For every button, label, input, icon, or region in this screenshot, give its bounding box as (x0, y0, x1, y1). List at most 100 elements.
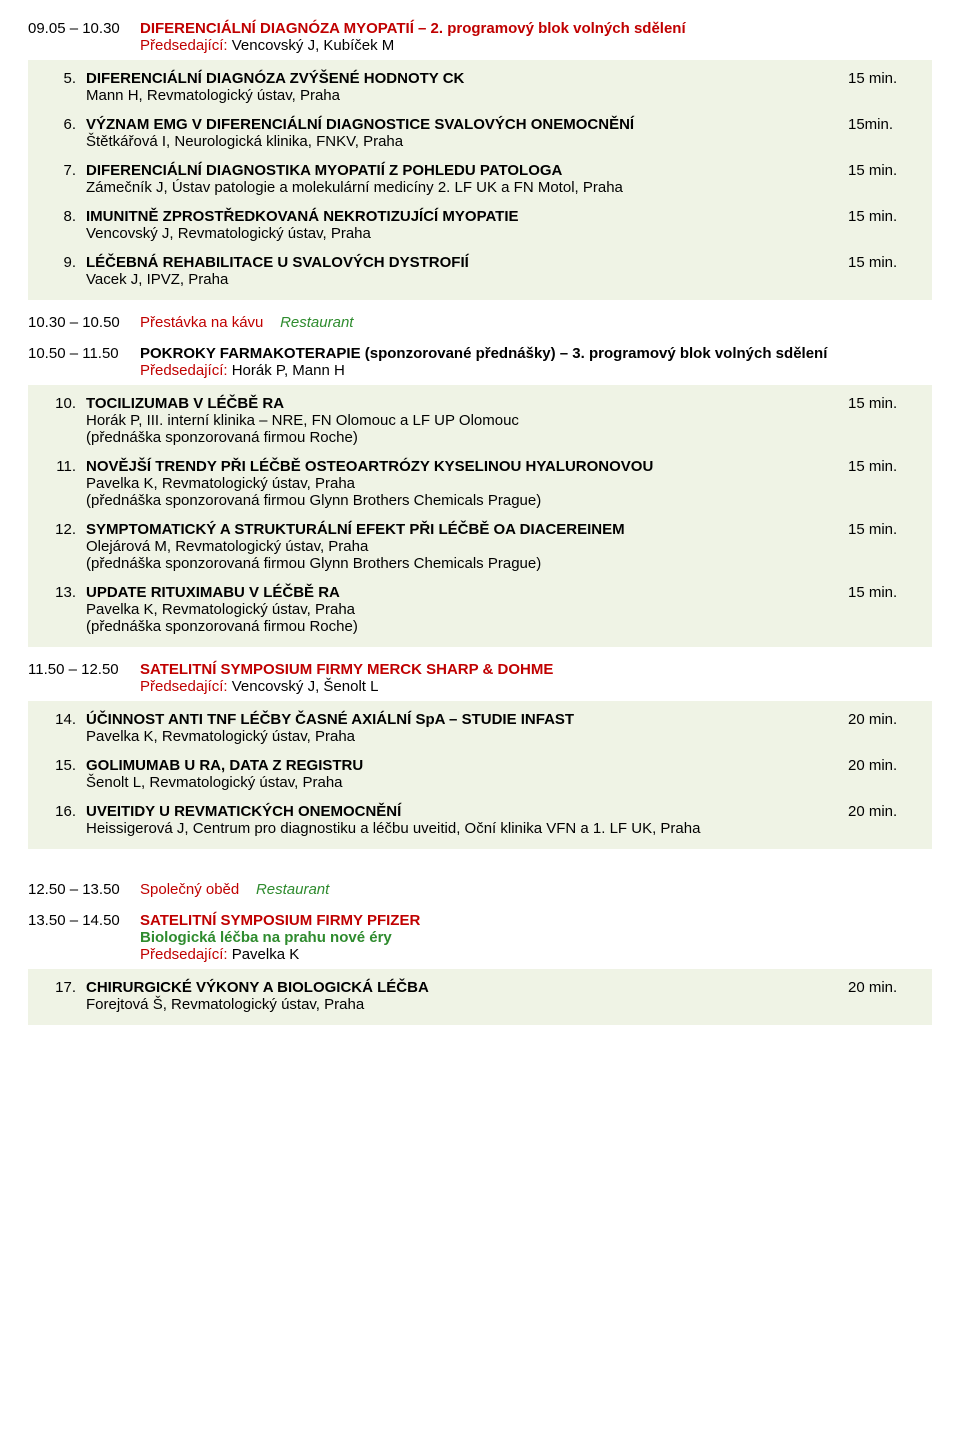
item-duration: 15 min. (848, 254, 918, 288)
program-item: 8.IMUNITNĚ ZPROSTŘEDKOVANÁ NEKROTIZUJÍCÍ… (42, 208, 918, 242)
program-item: 11.NOVĚJŠÍ TRENDY PŘI LÉČBĚ OSTEOARTRÓZY… (42, 458, 918, 509)
program-item: 17.CHIRURGICKÉ VÝKONY A BIOLOGICKÁ LÉČBA… (42, 979, 918, 1013)
item-title: CHIRURGICKÉ VÝKONY A BIOLOGICKÁ LÉČBA (86, 979, 848, 996)
session-3-chair: Předsedající: Vencovský J, Šenolt L (140, 678, 932, 695)
chair-label: Předsedající: (140, 946, 228, 963)
session-3-title-wrap: SATELITNÍ SYMPOSIUM FIRMY MERCK SHARP & … (140, 661, 932, 695)
item-number: 10. (42, 395, 86, 446)
item-authors: Vencovský J, Revmatologický ústav, Praha (86, 225, 848, 242)
chair-names: Pavelka K (228, 946, 300, 963)
item-duration: 20 min. (848, 711, 918, 745)
item-duration: 15 min. (848, 208, 918, 242)
item-duration: 15 min. (848, 162, 918, 196)
session-4-title: SATELITNÍ SYMPOSIUM FIRMY PFIZER (140, 912, 420, 929)
item-duration: 15 min. (848, 584, 918, 635)
item-number: 14. (42, 711, 86, 745)
program-item: 10.TOCILIZUMAB V LÉČBĚ RAHorák P, III. i… (42, 395, 918, 446)
item-number: 11. (42, 458, 86, 509)
item-authors: Vacek J, IPVZ, Praha (86, 271, 848, 288)
session-1-block: 5.DIFERENCIÁLNÍ DIAGNÓZA ZVÝŠENÉ HODNOTY… (28, 60, 932, 300)
item-duration: 15 min. (848, 521, 918, 572)
item-number: 8. (42, 208, 86, 242)
break-2-text: Společný oběd (140, 881, 239, 898)
item-authors: Mann H, Revmatologický ústav, Praha (86, 87, 848, 104)
break-2-time: 12.50 – 13.50 (28, 881, 140, 898)
item-duration: 20 min. (848, 803, 918, 837)
program-item: 9.LÉČEBNÁ REHABILITACE U SVALOVÝCH DYSTR… (42, 254, 918, 288)
session-2-header: 10.50 – 11.50 POKROKY FARMAKOTERAPIE (sp… (28, 345, 932, 379)
program-item: 16.UVEITIDY U REVMATICKÝCH ONEMOCNĚNÍHei… (42, 803, 918, 837)
item-title: TOCILIZUMAB V LÉČBĚ RA (86, 395, 848, 412)
item-number: 13. (42, 584, 86, 635)
session-4-header: 13.50 – 14.50 SATELITNÍ SYMPOSIUM FIRMY … (28, 912, 932, 963)
item-duration: 20 min. (848, 757, 918, 791)
item-body: DIFERENCIÁLNÍ DIAGNOSTIKA MYOPATIÍ Z POH… (86, 162, 848, 196)
item-title: UPDATE RITUXIMABU V LÉČBĚ RA (86, 584, 848, 601)
session-4-subtitle: Biologická léčba na prahu nové éry (140, 929, 392, 946)
item-title: SYMPTOMATICKÝ A STRUKTURÁLNÍ EFEKT PŘI L… (86, 521, 848, 538)
chair-names: Vencovský J, Kubíček M (228, 37, 395, 54)
item-duration: 15min. (848, 116, 918, 150)
item-number: 5. (42, 70, 86, 104)
break-2: 12.50 – 13.50 Společný oběd Restaurant (28, 881, 932, 898)
session-2-title: POKROKY FARMAKOTERAPIE (sponzorované pře… (140, 345, 827, 362)
session-2-chair: Předsedající: Horák P, Mann H (140, 362, 932, 379)
session-4-chair: Předsedající: Pavelka K (140, 946, 932, 963)
program-item: 14.ÚČINNOST ANTI TNF LÉČBY ČASNÉ AXIÁLNÍ… (42, 711, 918, 745)
item-number: 16. (42, 803, 86, 837)
item-body: VÝZNAM EMG V DIFERENCIÁLNÍ DIAGNOSTICE S… (86, 116, 848, 150)
item-title: UVEITIDY U REVMATICKÝCH ONEMOCNĚNÍ (86, 803, 848, 820)
item-number: 7. (42, 162, 86, 196)
item-body: UVEITIDY U REVMATICKÝCH ONEMOCNĚNÍHeissi… (86, 803, 848, 837)
program-item: 12.SYMPTOMATICKÝ A STRUKTURÁLNÍ EFEKT PŘ… (42, 521, 918, 572)
item-authors: Olejárová M, Revmatologický ústav, Praha… (86, 538, 848, 572)
item-duration: 15 min. (848, 458, 918, 509)
break-2-body: Společný oběd Restaurant (140, 881, 329, 898)
session-3-time: 11.50 – 12.50 (28, 661, 140, 695)
break-1-place: Restaurant (280, 314, 353, 331)
break-1-body: Přestávka na kávu Restaurant (140, 314, 353, 331)
item-body: CHIRURGICKÉ VÝKONY A BIOLOGICKÁ LÉČBAFor… (86, 979, 848, 1013)
session-2-time: 10.50 – 11.50 (28, 345, 140, 379)
item-title: VÝZNAM EMG V DIFERENCIÁLNÍ DIAGNOSTICE S… (86, 116, 848, 133)
chair-names: Vencovský J, Šenolt L (228, 678, 379, 695)
item-number: 12. (42, 521, 86, 572)
item-body: IMUNITNĚ ZPROSTŘEDKOVANÁ NEKROTIZUJÍCÍ M… (86, 208, 848, 242)
program-item: 13.UPDATE RITUXIMABU V LÉČBĚ RAPavelka K… (42, 584, 918, 635)
chair-label: Předsedající: (140, 362, 228, 379)
session-4-title-wrap: SATELITNÍ SYMPOSIUM FIRMY PFIZER Biologi… (140, 912, 932, 963)
item-authors: Pavelka K, Revmatologický ústav, Praha (… (86, 601, 848, 635)
item-title: LÉČEBNÁ REHABILITACE U SVALOVÝCH DYSTROF… (86, 254, 848, 271)
item-body: LÉČEBNÁ REHABILITACE U SVALOVÝCH DYSTROF… (86, 254, 848, 288)
item-body: TOCILIZUMAB V LÉČBĚ RAHorák P, III. inte… (86, 395, 848, 446)
item-duration: 15 min. (848, 395, 918, 446)
break-1-text: Přestávka na kávu (140, 314, 263, 331)
item-title: IMUNITNĚ ZPROSTŘEDKOVANÁ NEKROTIZUJÍCÍ M… (86, 208, 848, 225)
item-authors: Pavelka K, Revmatologický ústav, Praha (86, 728, 848, 745)
item-body: SYMPTOMATICKÝ A STRUKTURÁLNÍ EFEKT PŘI L… (86, 521, 848, 572)
item-number: 15. (42, 757, 86, 791)
item-body: UPDATE RITUXIMABU V LÉČBĚ RAPavelka K, R… (86, 584, 848, 635)
break-2-place: Restaurant (256, 881, 329, 898)
session-4-block: 17.CHIRURGICKÉ VÝKONY A BIOLOGICKÁ LÉČBA… (28, 969, 932, 1025)
session-2-title-wrap: POKROKY FARMAKOTERAPIE (sponzorované pře… (140, 345, 932, 379)
program-item: 5.DIFERENCIÁLNÍ DIAGNÓZA ZVÝŠENÉ HODNOTY… (42, 70, 918, 104)
item-authors: Pavelka K, Revmatologický ústav, Praha (… (86, 475, 848, 509)
chair-label: Předsedající: (140, 678, 228, 695)
program-item: 15.GOLIMUMAB U RA, DATA Z REGISTRUŠenolt… (42, 757, 918, 791)
item-authors: Forejtová Š, Revmatologický ústav, Praha (86, 996, 848, 1013)
item-number: 17. (42, 979, 86, 1013)
session-1-title: DIFERENCIÁLNÍ DIAGNÓZA MYOPATIÍ – 2. pro… (140, 20, 686, 37)
session-3-header: 11.50 – 12.50 SATELITNÍ SYMPOSIUM FIRMY … (28, 661, 932, 695)
break-1: 10.30 – 10.50 Přestávka na kávu Restaura… (28, 314, 932, 331)
item-title: GOLIMUMAB U RA, DATA Z REGISTRU (86, 757, 848, 774)
item-title: DIFERENCIÁLNÍ DIAGNÓZA ZVÝŠENÉ HODNOTY C… (86, 70, 848, 87)
item-body: GOLIMUMAB U RA, DATA Z REGISTRUŠenolt L,… (86, 757, 848, 791)
program-item: 6.VÝZNAM EMG V DIFERENCIÁLNÍ DIAGNOSTICE… (42, 116, 918, 150)
item-title: DIFERENCIÁLNÍ DIAGNOSTIKA MYOPATIÍ Z POH… (86, 162, 848, 179)
item-authors: Heissigerová J, Centrum pro diagnostiku … (86, 820, 848, 837)
item-body: NOVĚJŠÍ TRENDY PŘI LÉČBĚ OSTEOARTRÓZY KY… (86, 458, 848, 509)
session-3-title: SATELITNÍ SYMPOSIUM FIRMY MERCK SHARP & … (140, 661, 553, 678)
item-duration: 20 min. (848, 979, 918, 1013)
break-1-time: 10.30 – 10.50 (28, 314, 140, 331)
